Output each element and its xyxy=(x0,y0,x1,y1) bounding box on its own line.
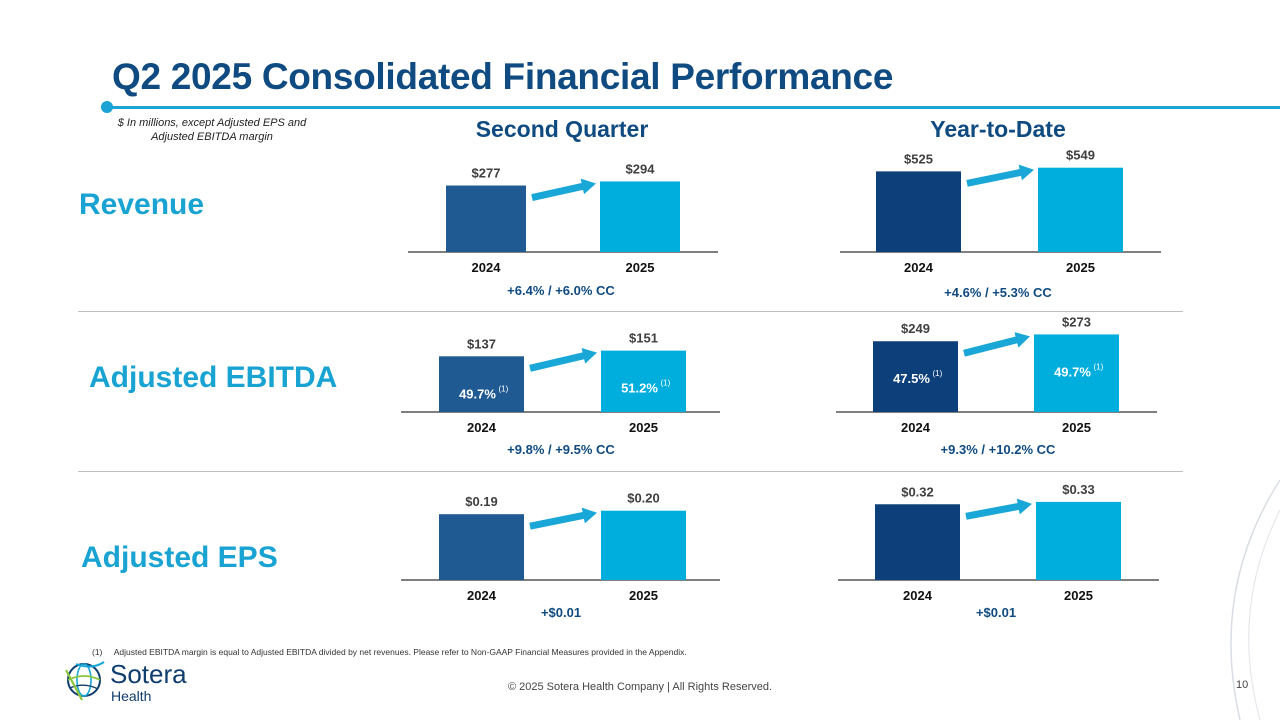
growth-arrow-icon xyxy=(529,348,597,372)
growth-eps-ytd: +$0.01 xyxy=(975,605,1017,620)
year-label: 2025 xyxy=(1062,420,1091,435)
footnote-text: Adjusted EBITDA margin is equal to Adjus… xyxy=(113,647,687,657)
growth-revenue-quarter: +6.4% / +6.0% CC xyxy=(507,283,615,298)
bar-2024 xyxy=(876,171,961,252)
year-label: 2024 xyxy=(903,588,933,603)
growth-arrow-shape xyxy=(966,164,1034,187)
growth-arrow-icon xyxy=(529,507,597,530)
bar-2025 xyxy=(1038,167,1123,252)
footnote-marker: (1) xyxy=(92,647,103,657)
margin-label: 51.2% xyxy=(621,381,658,396)
value-label: $294 xyxy=(626,161,656,176)
growth-arrow-icon xyxy=(965,498,1032,520)
year-label: 2025 xyxy=(1066,260,1095,275)
chart-eps-ytd: $0.32 2024 $0.33 2025 xyxy=(838,482,1159,603)
value-label: $137 xyxy=(467,336,496,351)
column-heading-ytd: Year-to-Date xyxy=(930,116,1066,142)
year-label: 2025 xyxy=(1064,588,1093,603)
bar-2024 xyxy=(446,185,526,252)
growth-arrow-shape xyxy=(531,178,596,201)
margin-footnote-marker: (1) xyxy=(661,379,671,388)
bar-2025 xyxy=(1034,334,1119,412)
row-label-eps: Adjusted EPS xyxy=(81,541,278,574)
value-label: $525 xyxy=(904,151,933,166)
value-label: $0.32 xyxy=(901,484,934,499)
growth-arrow-icon xyxy=(531,178,596,201)
copyright: © 2025 Sotera Health Company | All Right… xyxy=(507,681,773,693)
bar-2025 xyxy=(1036,501,1121,580)
growth-arrow-shape xyxy=(963,332,1030,357)
bar-2025 xyxy=(601,350,686,412)
value-label: $0.20 xyxy=(627,491,660,506)
growth-arrow-shape xyxy=(529,348,597,372)
bar-2024 xyxy=(875,504,960,580)
footnote: (1) Adjusted EBITDA margin is equal to A… xyxy=(92,647,687,657)
row-label-ebitda: Adjusted EBITDA xyxy=(89,361,338,394)
row-label-revenue: Revenue xyxy=(79,188,205,221)
row-separator xyxy=(78,311,1183,312)
page-title: Q2 2025 Consolidated Financial Performan… xyxy=(112,56,894,97)
corner-decoration xyxy=(1230,480,1280,720)
units-note: $ In millions, except Adjusted EPS and A… xyxy=(117,117,307,143)
value-label: $0.19 xyxy=(465,494,498,509)
value-label: $151 xyxy=(629,331,658,346)
bar-2024 xyxy=(439,356,524,412)
growth-eps-quarter: +$0.01 xyxy=(540,605,582,620)
year-label: 2024 xyxy=(901,420,931,435)
margin-label: 49.7% xyxy=(1054,364,1091,379)
year-label: 2024 xyxy=(472,260,502,275)
year-label: 2025 xyxy=(629,588,658,603)
value-label: $249 xyxy=(901,321,930,336)
chart-eps-quarter: $0.19 2024 $0.20 2025 xyxy=(401,491,720,603)
bar-2025 xyxy=(600,181,680,252)
title-rule xyxy=(107,106,1280,109)
year-label: 2025 xyxy=(629,420,658,435)
margin-footnote-marker: (1) xyxy=(1094,362,1104,371)
chart-revenue-quarter: $277 2024 $294 2025 xyxy=(408,161,718,275)
margin-label: 47.5% xyxy=(893,371,930,386)
sotera-globe-icon xyxy=(65,661,105,701)
growth-arrow-icon xyxy=(963,332,1030,357)
growth-ebitda-ytd: +9.3% / +10.2% CC xyxy=(940,442,1056,457)
growth-arrow-icon xyxy=(966,164,1034,187)
column-heading-quarter: Second Quarter xyxy=(475,116,649,142)
growth-ebitda-quarter: +9.8% / +9.5% CC xyxy=(507,442,615,457)
year-label: 2024 xyxy=(467,588,497,603)
margin-label: 49.7% xyxy=(459,386,496,401)
growth-arrow-shape xyxy=(529,507,597,530)
value-label: $273 xyxy=(1062,314,1091,329)
value-label: $549 xyxy=(1066,148,1095,163)
row-separator xyxy=(78,471,1183,472)
margin-footnote-marker: (1) xyxy=(933,369,943,378)
year-label: 2024 xyxy=(467,420,497,435)
logo-subtitle: Health xyxy=(111,688,152,704)
bar-2024 xyxy=(439,514,524,580)
year-label: 2025 xyxy=(626,260,655,275)
bar-2024 xyxy=(873,341,958,412)
growth-arrow-shape xyxy=(965,498,1032,520)
bar-2025 xyxy=(601,510,686,580)
year-label: 2024 xyxy=(904,260,934,275)
value-label: $277 xyxy=(472,166,501,181)
margin-footnote-marker: (1) xyxy=(499,384,509,393)
logo-wordmark: Sotera xyxy=(110,659,187,689)
growth-revenue-ytd: +4.6% / +5.3% CC xyxy=(944,285,1052,300)
chart-revenue-ytd: $525 2024 $549 2025 xyxy=(840,148,1161,275)
page-number: 10 xyxy=(1236,679,1249,691)
value-label: $0.33 xyxy=(1062,482,1095,497)
